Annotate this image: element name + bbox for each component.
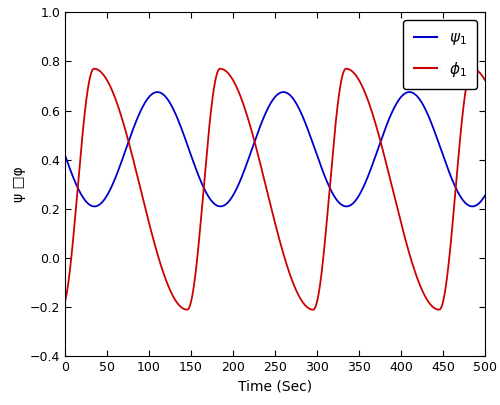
X-axis label: Time (Sec): Time (Sec): [238, 380, 312, 394]
Legend: $\psi_1$, $\phi_1$: $\psi_1$, $\phi_1$: [403, 20, 477, 90]
Y-axis label: ψ □φ: ψ □φ: [12, 166, 26, 202]
